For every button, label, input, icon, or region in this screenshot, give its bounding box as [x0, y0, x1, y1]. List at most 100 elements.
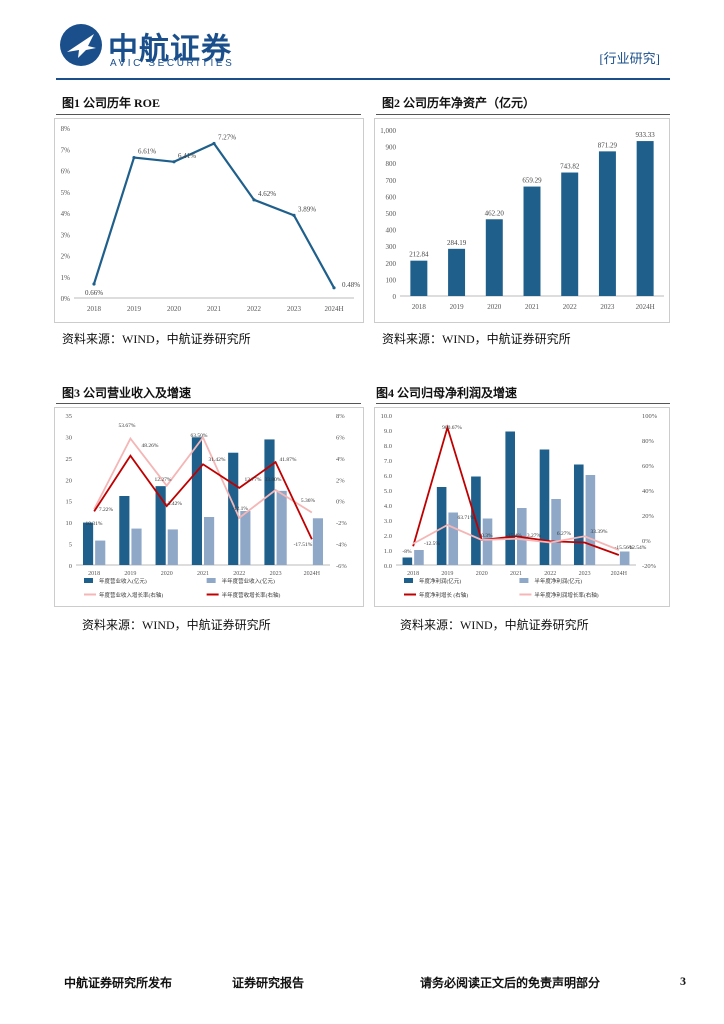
x-tick-label: 2021 [207, 305, 222, 313]
growth-data-label: 41.87% [280, 457, 297, 463]
legend-swatch [84, 578, 93, 583]
net-assets-bar [410, 260, 428, 296]
x-tick-label: 2019 [124, 571, 136, 577]
legend-swatch [206, 578, 216, 583]
x-tick-label: 2022 [563, 303, 578, 311]
x-tick-label: 2021 [197, 571, 209, 577]
x-tick-label: 2022 [544, 571, 556, 577]
bar-annual [119, 496, 130, 565]
y-tick-label: 1% [61, 274, 71, 282]
y-left-tick-label: 10.0 [381, 413, 392, 420]
y-left-tick-label: 2.0 [384, 533, 392, 540]
net-assets-data-label: 284.19 [447, 239, 467, 247]
y-tick-label: 300 [386, 243, 397, 251]
x-tick-label: 2020 [476, 571, 488, 577]
y-right-tick-label: 8% [336, 413, 345, 420]
y-right-tick-label: -4% [336, 542, 347, 549]
x-tick-label: 2022 [247, 305, 262, 313]
y-tick-label: 500 [386, 210, 397, 218]
airplane-logo-icon [60, 24, 102, 66]
y-right-tick-label: 2% [336, 477, 345, 484]
y-tick-label: 400 [386, 227, 397, 235]
y-right-tick-label: 6% [336, 434, 345, 441]
y-right-tick-label: 0% [642, 538, 651, 545]
y-right-tick-label: -6% [336, 563, 347, 570]
bar-half-year [482, 518, 493, 565]
y-tick-label: 800 [386, 160, 397, 168]
footer-publisher: 中航证券研究所发布 [64, 976, 173, 990]
growth-data-label: -15.56% [615, 545, 634, 551]
y-left-tick-label: 10 [66, 520, 73, 527]
bar-half-year [448, 512, 459, 565]
growth-data-label: 7.22% [99, 507, 114, 513]
growth-data-label: 31.42% [209, 457, 226, 463]
bar-annual [82, 522, 94, 565]
y-left-tick-label: 0 [69, 563, 72, 570]
legend-label: 半年度营业收入(亿元) [222, 577, 275, 585]
y-tick-label: 100 [386, 276, 397, 284]
y-tick-label: 0% [61, 295, 71, 303]
y-right-tick-label: 20% [642, 513, 655, 520]
bar-half-year [619, 551, 630, 565]
y-tick-label: 7% [61, 146, 71, 154]
x-tick-label: 2018 [412, 303, 427, 311]
header-divider [56, 78, 670, 80]
growth-data-label: 53.67% [119, 423, 136, 429]
revenue-combo-chart: 0 5 10 15 20 25 30 35 -6% -4% -2% 0% 2% 4% 6% 8% 2018 201… [54, 407, 364, 607]
x-tick-label: 2021 [525, 303, 540, 311]
growth-data-label: -3.42% [166, 501, 182, 507]
net-assets-data-label: 212.84 [409, 251, 429, 259]
y-left-tick-label: 25 [66, 456, 73, 463]
y-left-tick-label: 5 [69, 542, 72, 549]
roe-data-point [132, 155, 136, 160]
legend-label: 半年度净利润(亿元) [534, 577, 582, 585]
growth-data-label: 900.67% [442, 425, 462, 431]
growth-data-label: 12.27% [155, 477, 172, 483]
y-left-tick-label: 3.0 [384, 518, 392, 525]
growth-data-label: 33.39% [591, 529, 608, 535]
legend-label: 年度净利增长 (右轴) [419, 591, 468, 599]
y-left-tick-label: 30 [66, 434, 73, 441]
growth-line-1 [412, 424, 620, 556]
chart-frame [374, 118, 670, 323]
roe-data-point [212, 141, 216, 146]
growth-data-label: 48.26% [142, 443, 159, 449]
roe-data-point [332, 286, 336, 290]
y-tick-label: 3% [61, 231, 71, 239]
roe-data-label: 0.48% [342, 281, 360, 289]
x-tick-label: 2023 [579, 571, 591, 577]
growth-data-label: -0.3% [479, 533, 493, 539]
y-tick-label: 0 [393, 293, 397, 301]
figure-1-rule [56, 114, 361, 115]
bar-annual [573, 464, 584, 565]
legend-label: 年度营业收入增长率(右轴) [99, 591, 163, 599]
net-assets-bar [561, 172, 579, 296]
y-left-tick-label: 5.0 [384, 488, 392, 495]
figure-1-source: 资料来源：WIND，中航证券研究所 [62, 332, 251, 346]
net-assets-data-label: 933.33 [636, 131, 656, 139]
x-tick-label: 2019 [127, 305, 142, 313]
bar-annual [155, 486, 166, 565]
growth-line-1 [93, 435, 313, 520]
legend-label: 半年度营收增长率(右轴) [222, 591, 281, 599]
roe-data-label: 0.66% [85, 289, 103, 297]
y-left-tick-label: 9.0 [384, 428, 392, 435]
net-assets-bar [448, 248, 466, 296]
x-tick-label: 2024H [636, 303, 655, 311]
growth-data-label: -8% [402, 549, 412, 555]
y-right-tick-label: 80% [642, 438, 655, 445]
chart-frame [374, 407, 670, 607]
y-left-tick-label: 0.0 [384, 563, 392, 570]
x-tick-label: 2020 [487, 303, 502, 311]
y-left-tick-label: 20 [66, 477, 73, 484]
bar-half-year [204, 517, 215, 565]
x-tick-label: 2021 [510, 571, 522, 577]
net-assets-bar [636, 141, 654, 296]
bar-half-year [131, 528, 142, 565]
legend-label: 半年度净利润增长率(右轴) [534, 591, 598, 599]
net-assets-bar [523, 186, 541, 296]
x-tick-label: 2024H [611, 571, 628, 577]
bar-half-year [95, 540, 106, 565]
chart-frame [54, 118, 364, 323]
x-tick-label: 2022 [233, 571, 245, 577]
